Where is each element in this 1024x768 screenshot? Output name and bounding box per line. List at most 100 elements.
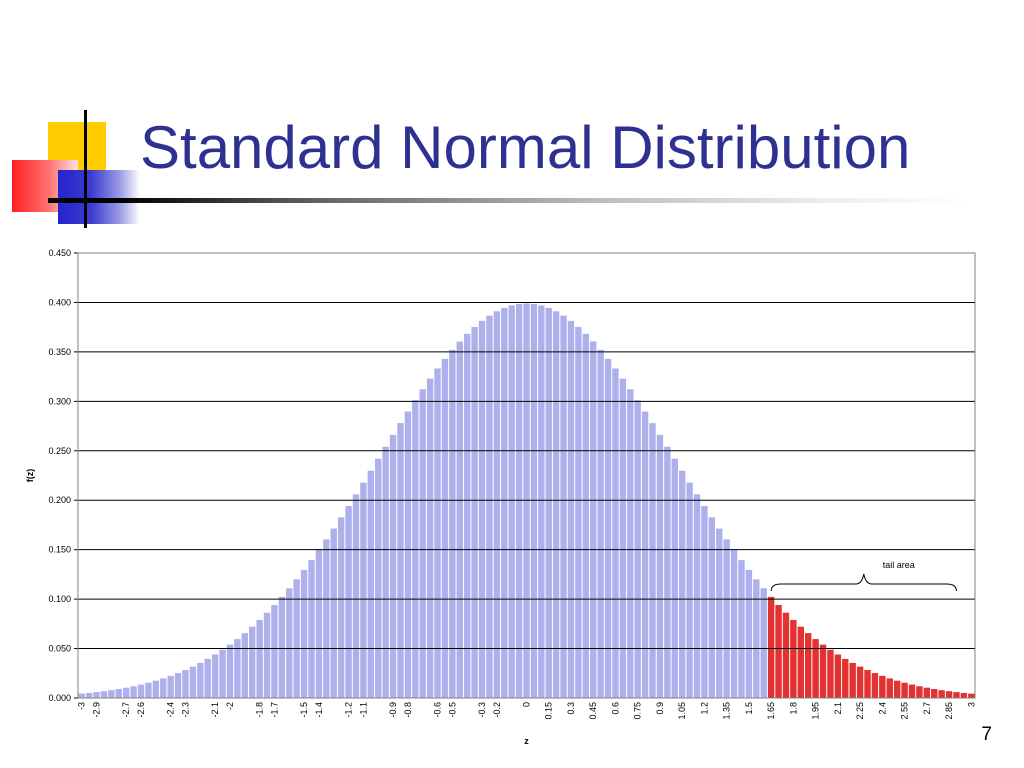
density-bar: [85, 692, 93, 698]
density-bar: [160, 678, 167, 698]
density-bar: [545, 307, 552, 698]
density-bar: [404, 411, 412, 698]
tail-bar: [968, 693, 975, 698]
density-bar: [478, 320, 486, 698]
x-tick-label: -0.3: [477, 702, 487, 718]
density-bar: [308, 560, 315, 698]
density-bar: [278, 596, 286, 698]
x-tick-label: 1.35: [722, 702, 732, 720]
tail-bar: [871, 673, 879, 698]
x-tick-label: 2.1: [833, 702, 843, 715]
x-tick-label: 2.55: [900, 702, 910, 720]
density-bar: [182, 669, 189, 698]
logo-blue-square: [58, 170, 140, 224]
tail-bar: [856, 666, 864, 698]
density-bar: [137, 684, 145, 698]
density-bar: [211, 654, 219, 698]
tail-bar: [827, 649, 834, 698]
tail-bar: [834, 654, 842, 698]
y-tick-labels-group: 0.000 0.050 0.100 0.150 0.200 0.250 0.300 0.350…: [48, 248, 71, 703]
density-bar: [352, 494, 360, 698]
density-bar: [330, 528, 337, 698]
tail-bar: [901, 682, 908, 698]
density-bar: [515, 303, 523, 698]
density-bar: [604, 358, 612, 698]
tail-bar: [864, 669, 871, 698]
y-tick-label: 0.150: [48, 545, 71, 555]
density-bar: [552, 311, 560, 698]
x-tick-label: 0.6: [610, 702, 620, 715]
density-bar: [664, 446, 671, 698]
density-bar: [463, 333, 471, 698]
density-bar: [745, 569, 753, 698]
x-tick-label: -0.2: [492, 702, 502, 718]
plot-frame: [77, 252, 976, 699]
density-bar: [501, 307, 508, 698]
y-tick-label: 0.200: [48, 495, 71, 505]
x-tick-label: 1.65: [766, 702, 776, 720]
density-bar: [419, 389, 426, 698]
density-bar: [753, 579, 760, 698]
y-tick-label: 0.050: [48, 644, 71, 654]
x-tick-label: 0.75: [633, 702, 643, 720]
tail-bar: [893, 680, 901, 698]
density-bar: [389, 434, 397, 698]
x-tick-label: 1.2: [699, 702, 709, 715]
density-bar: [323, 539, 330, 698]
density-bar: [286, 588, 293, 698]
density-bar: [530, 303, 538, 698]
density-bar: [538, 305, 545, 698]
density-bar: [738, 560, 745, 698]
density-bar: [441, 358, 449, 698]
y-tick-label: 0.300: [48, 396, 71, 406]
density-bar: [360, 482, 367, 698]
x-tick-label: -1.4: [314, 702, 324, 718]
density-bar: [671, 458, 678, 698]
density-bar: [723, 539, 730, 698]
tail-bar: [805, 633, 812, 698]
y-tick-label: 0.000: [48, 693, 71, 703]
tail-bar: [953, 692, 960, 698]
x-tick-labels-group: -3 -2.9 -2.7 -2.6 -2.4 -2.3 -2.1 -2 -1.8 -1.7 -1.5…: [77, 702, 977, 720]
density-bar: [152, 680, 160, 698]
density-bar: [634, 400, 641, 698]
density-bar: [145, 682, 152, 698]
x-tick-label: -2.4: [166, 702, 176, 718]
x-tick-label: -1.8: [255, 702, 265, 718]
x-tick-label: 0: [522, 702, 532, 707]
x-tick-label: 2.25: [855, 702, 865, 720]
density-bar: [241, 633, 248, 698]
x-tick-label: -1.5: [299, 702, 309, 718]
density-bar: [108, 690, 115, 698]
tail-area-brace: [770, 573, 957, 592]
slide-title: Standard Normal Distribution: [140, 114, 911, 181]
tail-bar: [923, 687, 931, 698]
x-tick-label: -0.6: [433, 702, 443, 718]
density-bar: [78, 693, 85, 698]
tail-bar: [842, 658, 849, 698]
density-bar: [649, 423, 656, 698]
tail-bar: [775, 605, 782, 698]
density-bar: [590, 341, 597, 698]
bars-group: [78, 303, 975, 698]
density-bar: [656, 434, 664, 698]
density-bar: [197, 662, 204, 698]
tail-bar: [931, 689, 938, 698]
title-decoration: [0, 0, 200, 240]
density-bar: [375, 458, 382, 698]
density-bar: [271, 605, 278, 698]
tail-bar: [767, 596, 775, 698]
density-bar: [597, 349, 604, 698]
density-bar: [100, 691, 108, 698]
density-bar: [730, 549, 738, 698]
density-bar: [456, 341, 463, 698]
density-bar: [493, 311, 501, 698]
tail-bar: [790, 619, 797, 698]
density-bar: [249, 626, 256, 698]
slide-number: 7: [981, 724, 992, 745]
x-tick-label: 2.85: [944, 702, 954, 720]
density-bar: [619, 378, 627, 698]
density-bar: [523, 303, 530, 698]
density-bar: [560, 315, 567, 698]
density-bar: [219, 649, 226, 698]
